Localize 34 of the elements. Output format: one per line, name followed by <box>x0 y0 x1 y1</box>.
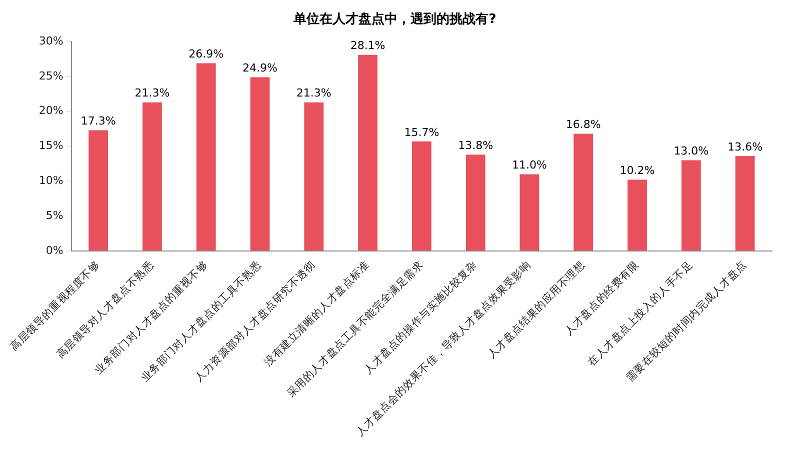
data-label: 21.3% <box>296 86 332 100</box>
data-label: 13.8% <box>458 139 494 152</box>
data-label: 28.1% <box>350 39 386 52</box>
y-tick-label: 5% <box>46 208 64 222</box>
bar <box>412 141 432 250</box>
data-label: 15.7% <box>404 126 440 139</box>
data-label: 11.0% <box>512 158 547 172</box>
bar <box>250 77 270 250</box>
bar <box>735 156 755 250</box>
bar <box>681 160 701 250</box>
bar <box>628 180 647 250</box>
bar <box>142 102 162 250</box>
y-tick-label: 30% <box>38 34 64 48</box>
data-label: 24.9% <box>242 62 278 75</box>
data-label: 13.0% <box>674 144 709 158</box>
bar <box>358 54 378 250</box>
bar <box>466 154 486 250</box>
bar <box>196 63 216 250</box>
bar <box>520 174 540 250</box>
bar <box>574 134 594 250</box>
data-label: 21.3% <box>134 86 170 100</box>
bar <box>88 130 108 250</box>
data-label: 26.9% <box>188 48 224 61</box>
chart-title: 单位在人才盘点中，遇到的挑战有? <box>292 11 496 28</box>
data-label: 17.3% <box>80 114 116 128</box>
y-tick-label: 20% <box>38 104 64 118</box>
data-label: 13.6% <box>728 140 763 154</box>
y-tick-label: 15% <box>38 139 64 152</box>
data-label: 10.2% <box>620 164 655 178</box>
data-label: 16.8% <box>566 118 601 132</box>
y-tick-label: 10% <box>38 174 64 188</box>
bar <box>304 102 324 250</box>
y-tick-label: 25% <box>38 69 64 82</box>
y-tick-label: 0% <box>46 244 64 257</box>
